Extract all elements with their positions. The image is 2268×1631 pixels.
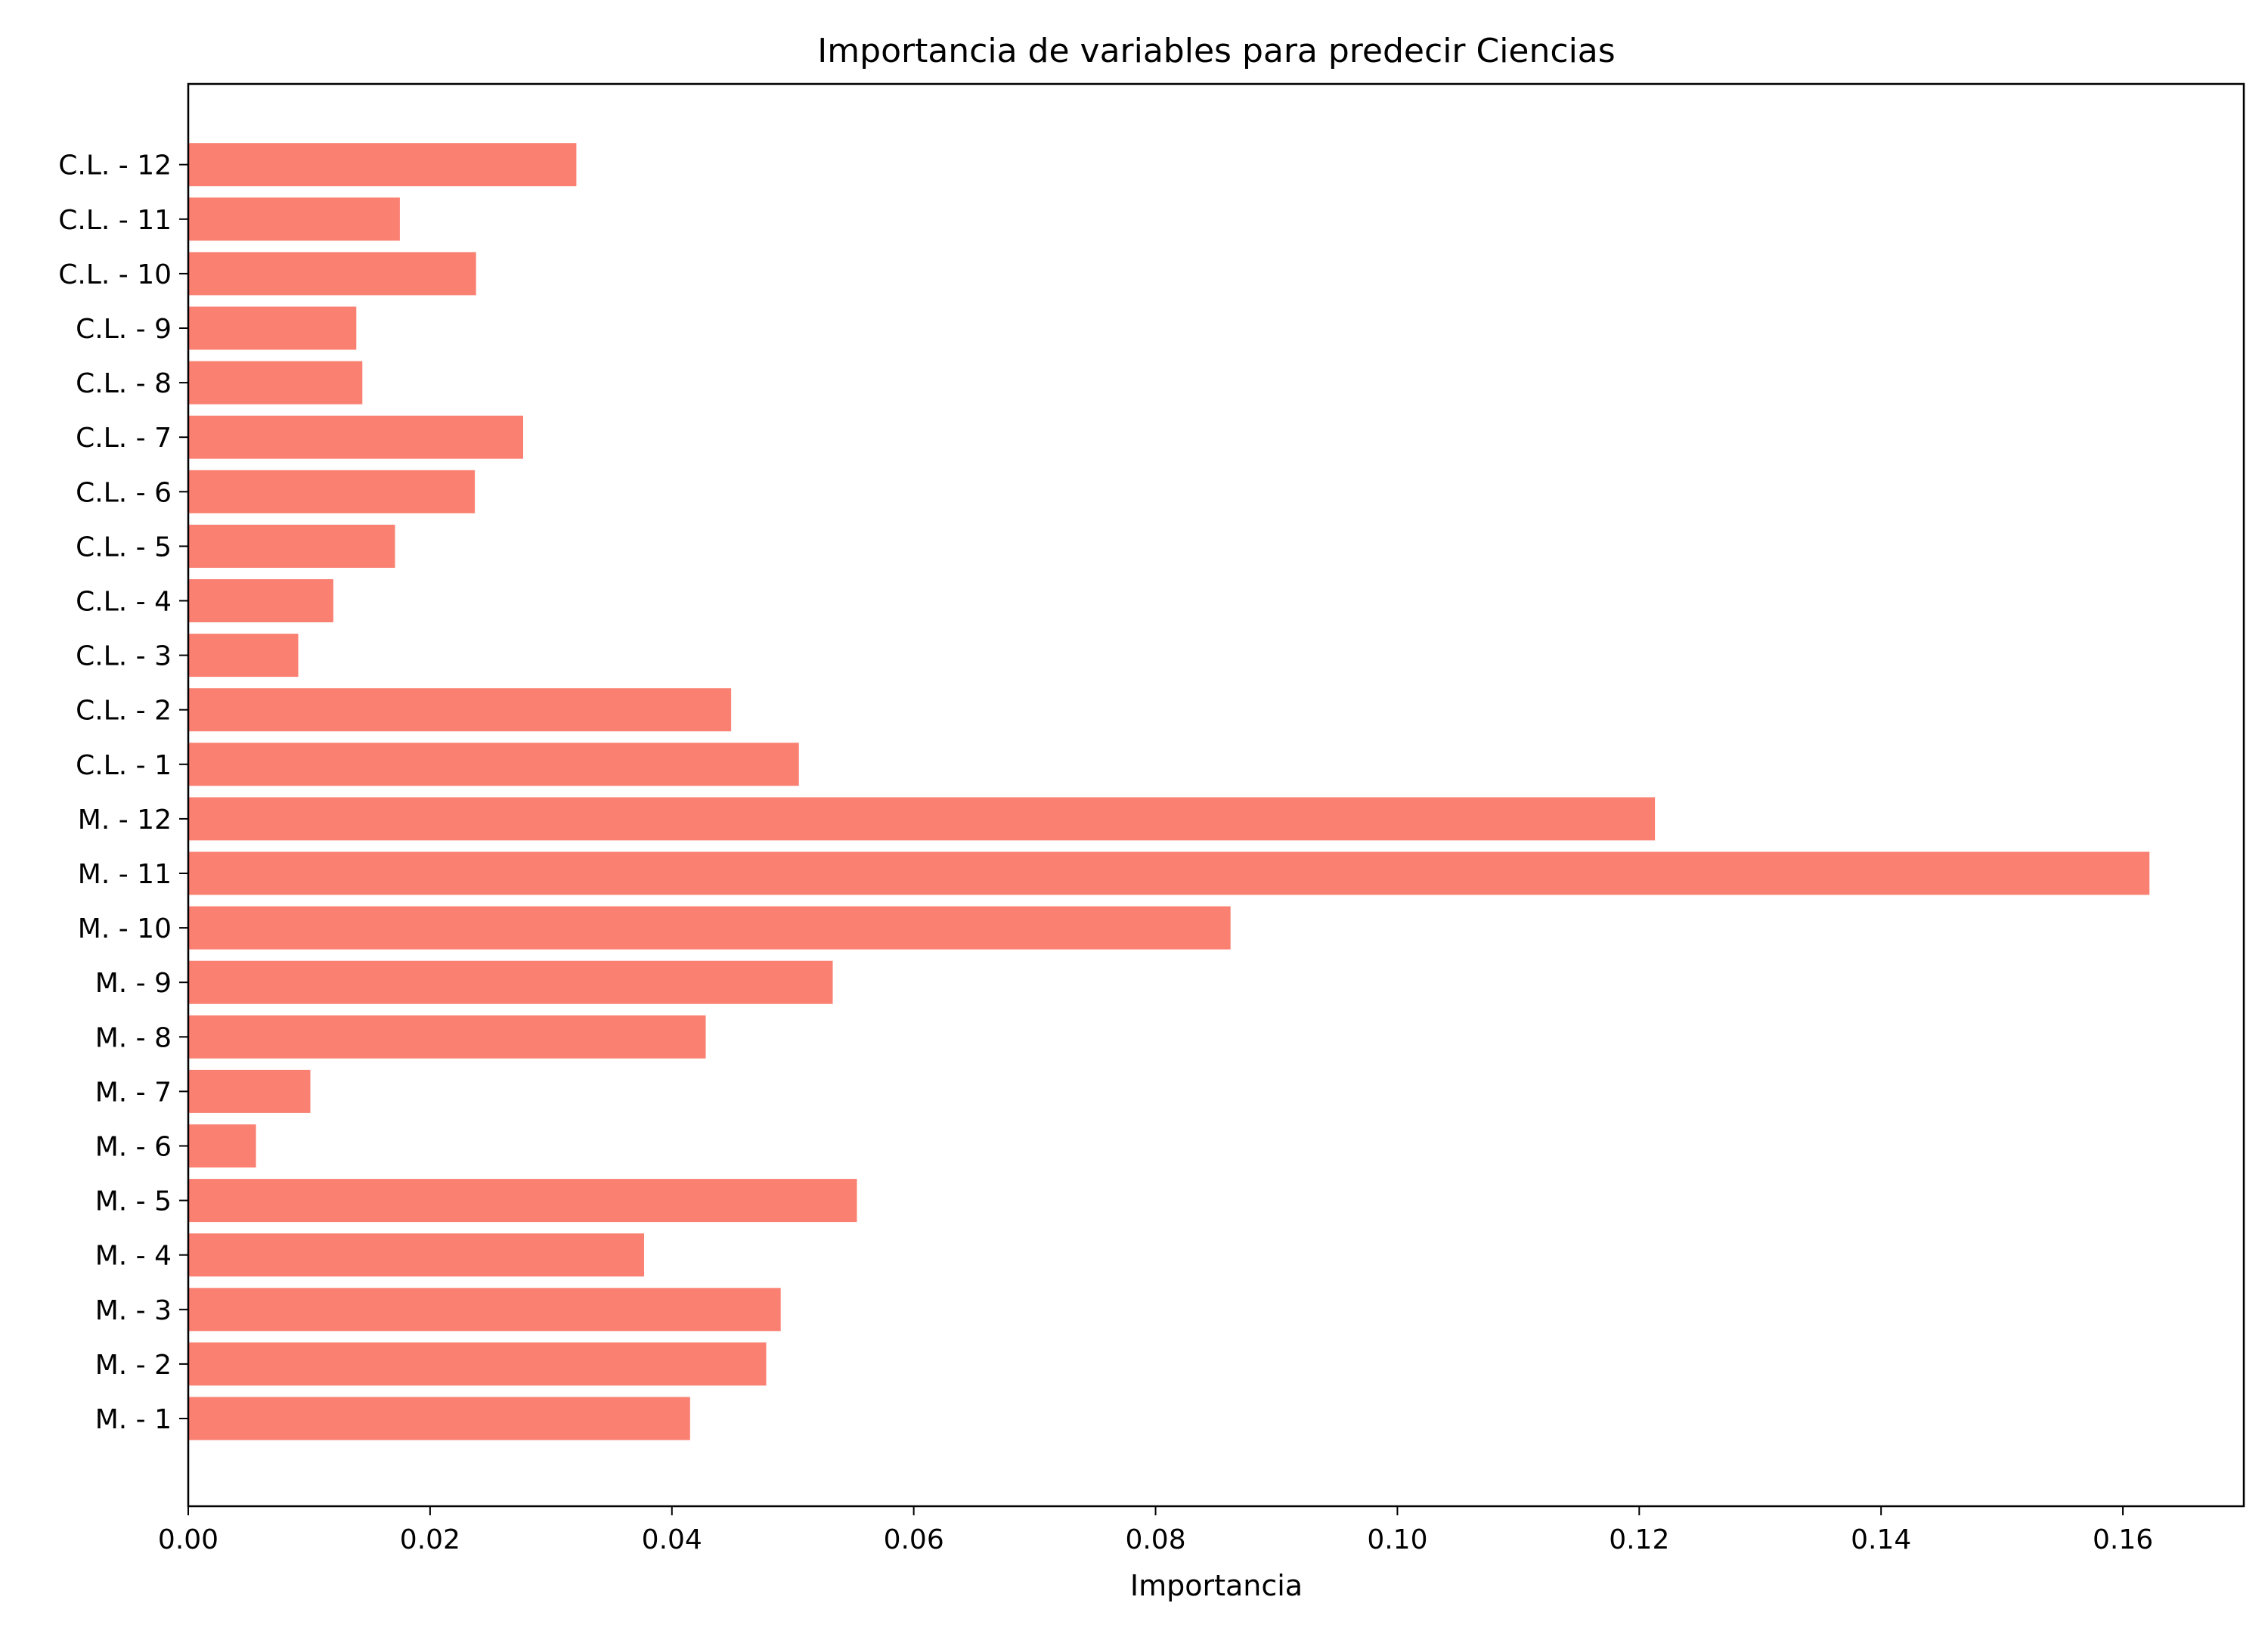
y-tick-label: C.L. - 2 [76, 696, 172, 727]
bar [188, 1179, 857, 1223]
y-tick-label: M. - 12 [78, 805, 172, 836]
bar [188, 361, 363, 405]
bar [188, 1233, 644, 1277]
x-tick-label: 0.02 [400, 1524, 460, 1555]
x-tick-label: 0.14 [1851, 1524, 1911, 1555]
x-tick-label: 0.10 [1367, 1524, 1427, 1555]
x-axis-label: Importancia [1130, 1569, 1303, 1602]
bar [188, 851, 2150, 895]
y-tick-label: M. - 7 [95, 1077, 172, 1108]
plot-frame [187, 82, 2245, 1508]
bar [188, 1069, 311, 1113]
y-tick-label: M. - 10 [78, 913, 172, 944]
y-tick-label: C.L. - 4 [76, 587, 172, 618]
bar [188, 688, 732, 732]
y-tick-label: M. - 6 [95, 1132, 172, 1163]
y-tick-label: M. - 9 [95, 968, 172, 999]
bar [188, 306, 357, 350]
bar [188, 524, 395, 568]
x-tick-label: 0.16 [2093, 1524, 2153, 1555]
y-tick-label: C.L. - 11 [58, 205, 172, 236]
bar [188, 906, 1231, 950]
bar [188, 960, 833, 1004]
y-axis-ticks: M. - 1 M. - 2 M. - 3 M. - 4 M. - 5 M. - 6 M. -… [58, 150, 188, 1435]
y-tick-label: C.L. - 5 [76, 532, 172, 563]
y-tick-label: C.L. - 3 [76, 641, 172, 672]
y-tick-label: M. - 5 [95, 1186, 172, 1217]
y-tick-label: C.L. - 10 [58, 259, 172, 290]
x-tick-label: 0.04 [642, 1524, 702, 1555]
y-tick-label: C.L. - 12 [58, 150, 172, 181]
bar [188, 579, 333, 622]
bar [188, 634, 299, 678]
bar [188, 470, 476, 513]
y-tick-label: C.L. - 7 [76, 423, 172, 454]
y-tick-label: M. - 4 [95, 1241, 172, 1272]
bar [188, 1124, 256, 1167]
y-tick-label: M. - 1 [95, 1404, 172, 1435]
y-tick-label: M. - 8 [95, 1022, 172, 1053]
bars-group [188, 143, 2150, 1440]
bar [188, 197, 400, 241]
y-tick-label: M. - 2 [95, 1350, 172, 1381]
y-tick-label: C.L. - 1 [76, 750, 172, 781]
bar [188, 143, 577, 187]
bar [188, 415, 523, 459]
y-tick-label: C.L. - 8 [76, 368, 172, 399]
bar [188, 743, 799, 786]
y-tick-label: M. - 3 [95, 1295, 172, 1326]
y-tick-label: C.L. - 9 [76, 314, 172, 345]
x-tick-label: 0.06 [884, 1524, 944, 1555]
y-tick-label: M. - 11 [78, 859, 172, 890]
bar [188, 1288, 781, 1332]
x-axis-ticks: 0.00 0.02 0.04 0.06 0.08 0.10 0.12 0.14 0.16 [158, 1506, 2153, 1555]
y-tick-label: C.L. - 6 [76, 477, 172, 508]
bar [188, 1397, 690, 1440]
chart-title: Importancia de variables para predecir C… [817, 32, 1615, 70]
bar [188, 1342, 767, 1386]
bar [188, 252, 476, 296]
bar [188, 1015, 706, 1059]
x-tick-label: 0.08 [1125, 1524, 1185, 1555]
x-tick-label: 0.00 [158, 1524, 218, 1555]
x-tick-label: 0.12 [1609, 1524, 1669, 1555]
bar [188, 797, 1656, 841]
